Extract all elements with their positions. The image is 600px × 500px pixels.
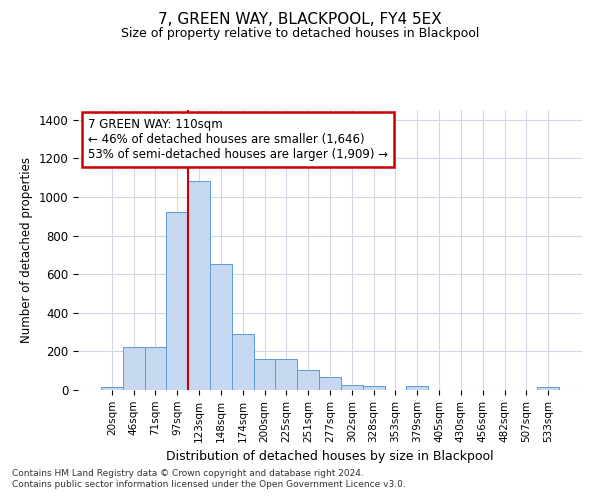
Text: Contains HM Land Registry data © Crown copyright and database right 2024.: Contains HM Land Registry data © Crown c… xyxy=(12,468,364,477)
Bar xyxy=(101,387,123,390)
Bar xyxy=(123,346,145,390)
Bar xyxy=(363,386,385,390)
Bar xyxy=(537,387,559,390)
Bar xyxy=(254,359,275,390)
Text: Contains public sector information licensed under the Open Government Licence v3: Contains public sector information licen… xyxy=(12,480,406,489)
Y-axis label: Number of detached properties: Number of detached properties xyxy=(20,157,33,343)
X-axis label: Distribution of detached houses by size in Blackpool: Distribution of detached houses by size … xyxy=(166,450,494,463)
Text: Size of property relative to detached houses in Blackpool: Size of property relative to detached ho… xyxy=(121,28,479,40)
Text: 7 GREEN WAY: 110sqm
← 46% of detached houses are smaller (1,646)
53% of semi-det: 7 GREEN WAY: 110sqm ← 46% of detached ho… xyxy=(88,118,388,162)
Bar xyxy=(341,385,363,390)
Bar xyxy=(319,377,341,390)
Bar xyxy=(166,212,188,390)
Text: 7, GREEN WAY, BLACKPOOL, FY4 5EX: 7, GREEN WAY, BLACKPOOL, FY4 5EX xyxy=(158,12,442,28)
Bar xyxy=(406,386,428,390)
Bar xyxy=(188,182,210,390)
Bar xyxy=(145,346,166,390)
Bar xyxy=(232,334,254,390)
Bar xyxy=(275,359,297,390)
Bar xyxy=(297,370,319,390)
Bar xyxy=(210,264,232,390)
